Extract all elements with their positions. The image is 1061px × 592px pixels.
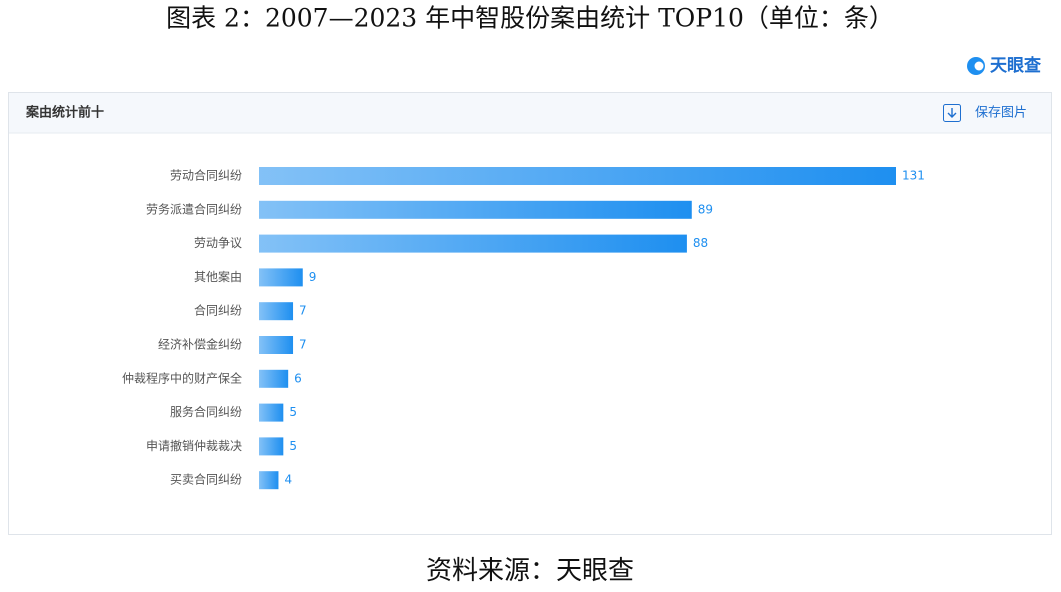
value-label: 5 bbox=[289, 405, 297, 419]
value-label: 88 bbox=[693, 236, 708, 250]
panel-header bbox=[9, 93, 1051, 133]
value-label: 7 bbox=[299, 338, 307, 352]
value-label: 6 bbox=[294, 371, 302, 385]
save-label[interactable]: 保存图片 bbox=[975, 106, 1027, 121]
bar bbox=[259, 369, 289, 388]
save-button[interactable]: 保存图片 bbox=[943, 104, 1028, 122]
save-icon[interactable] bbox=[943, 104, 961, 122]
y-tick-label: 仲裁程序中的财产保全 bbox=[122, 370, 242, 385]
value-label: 5 bbox=[289, 439, 297, 453]
bar bbox=[259, 200, 692, 219]
bar bbox=[259, 471, 279, 490]
y-tick-label: 劳动争议 bbox=[194, 236, 242, 250]
bar bbox=[259, 336, 294, 354]
bar bbox=[259, 167, 896, 185]
y-tick-label: 服务合同纠纷 bbox=[170, 404, 242, 419]
value-label: 7 bbox=[299, 304, 307, 318]
value-label: 9 bbox=[309, 270, 317, 284]
logo: 天眼查 bbox=[967, 55, 1042, 76]
panel-title: 案由统计前十 bbox=[25, 105, 104, 121]
value-label: 4 bbox=[284, 473, 292, 487]
y-tick-label: 申请撤销仲裁裁决 bbox=[146, 438, 242, 453]
bar bbox=[259, 437, 284, 456]
y-tick-label: 买卖合同纠纷 bbox=[170, 472, 242, 487]
source: 资料来源：天眼查 bbox=[426, 556, 634, 586]
chart-title: 图表 2：2007—2023 年中智股份案由统计 TOP10（单位：条） bbox=[166, 4, 894, 33]
logo-text: 天眼查 bbox=[990, 55, 1042, 76]
bar bbox=[259, 302, 294, 321]
save-arrow[interactable] bbox=[947, 108, 957, 118]
bar bbox=[259, 234, 687, 253]
logo-icon-inner bbox=[974, 61, 984, 71]
bar bbox=[259, 268, 303, 287]
panel bbox=[8, 92, 1052, 535]
y-tick-label: 劳务派遣合同纠纷 bbox=[146, 201, 242, 216]
y-tick-label: 经济补偿金纠纷 bbox=[158, 337, 242, 352]
value-label: 131 bbox=[902, 169, 925, 183]
bar bbox=[259, 403, 284, 422]
value-label: 89 bbox=[698, 202, 713, 216]
y-tick-label: 劳动合同纠纷 bbox=[170, 168, 242, 183]
y-tick-label: 合同纠纷 bbox=[194, 303, 242, 318]
y-tick-label: 其他案由 bbox=[194, 269, 242, 284]
